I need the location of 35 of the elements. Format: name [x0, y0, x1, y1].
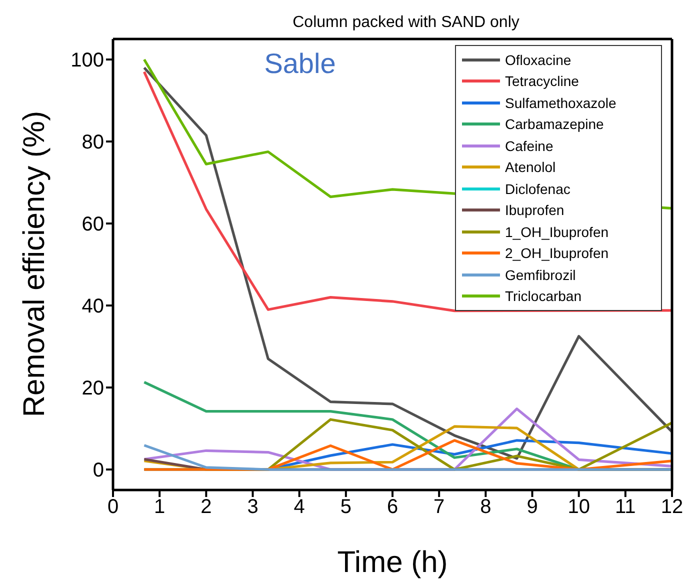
- legend-label: Tetracycline: [505, 73, 579, 90]
- x-axis-title: Time (h): [337, 546, 448, 579]
- x-tick-label: 11: [615, 496, 636, 518]
- y-tick-label: 60: [82, 214, 104, 236]
- x-tick-label: 9: [526, 496, 538, 518]
- x-tick-label: 3: [247, 496, 258, 518]
- legend-label: Sulfamethoxazole: [505, 94, 616, 111]
- x-tick-label: 4: [294, 496, 305, 518]
- legend-label: Carbamazepine: [505, 116, 604, 132]
- y-tick-label: 20: [82, 378, 104, 400]
- x-tick-label: 6: [386, 496, 398, 518]
- x-tick-label: 5: [340, 496, 352, 518]
- legend-label: Ibuprofen: [505, 202, 564, 218]
- legend-label: 2_OH_Ibuprofen: [505, 245, 609, 262]
- annotation: Sable: [264, 48, 336, 79]
- legend-label: Triclocarban: [505, 288, 582, 304]
- x-tick-label: 2: [200, 496, 212, 518]
- x-tick-label: 12: [660, 496, 684, 518]
- legend-label: Gemfibrozil: [505, 266, 576, 283]
- legend-label: Atenolol: [505, 159, 556, 176]
- chart-title: Column packed with SAND only: [292, 14, 520, 31]
- y-tick-label: 0: [92, 460, 104, 482]
- x-tick-label: 8: [480, 496, 492, 518]
- y-axis-title: Removal efficiency (%): [18, 110, 51, 418]
- x-tick-label: 0: [107, 496, 119, 518]
- y-tick-label: 40: [82, 296, 104, 318]
- legend-label: 1_OH_Ibuprofen: [505, 224, 609, 240]
- legend-label: Ofloxacine: [505, 52, 572, 68]
- legend-label: Diclofenac: [505, 180, 570, 197]
- legend-label: Cafeine: [505, 138, 554, 154]
- y-tick-label: 80: [82, 132, 104, 154]
- x-tick-label: 10: [568, 496, 590, 518]
- y-tick-label: 100: [70, 50, 104, 72]
- x-tick-label: 1: [154, 496, 166, 518]
- x-tick-label: 7: [434, 496, 445, 518]
